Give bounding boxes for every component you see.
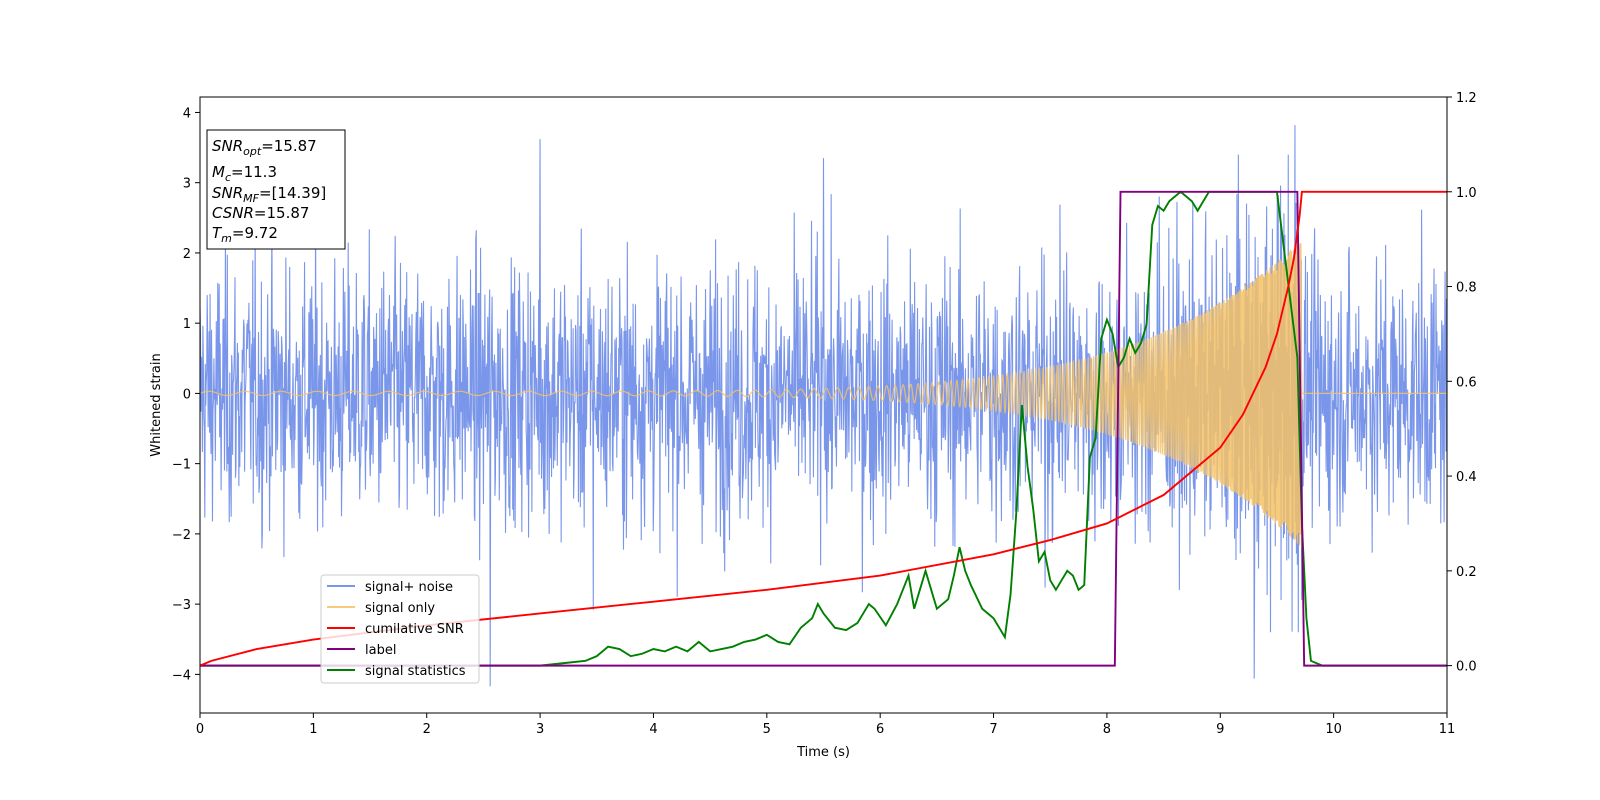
y-right-axis-ticks: 0.0 0.2 0.4 0.6 0.8 1.0 1.2	[1447, 91, 1477, 675]
legend-label: signal statistics	[365, 664, 466, 679]
info-snr-mf-value: =[14.39]	[259, 184, 326, 202]
legend-frame	[320, 574, 480, 684]
legend-label: signal+ noise	[365, 580, 453, 595]
info-snr-opt: SNRopt=15.87	[212, 137, 317, 158]
x-tick-label: 7	[989, 722, 997, 737]
series-line-label	[200, 190, 1447, 667]
y-right-tick-label: 1.0	[1456, 186, 1477, 201]
x-tick-label: 0	[196, 722, 204, 737]
y-right-tick-label: 0.0	[1456, 660, 1477, 675]
y-left-tick-label: 1	[183, 317, 191, 332]
y-left-tick-label: 4	[183, 106, 191, 121]
legend-label: label	[365, 643, 396, 658]
series-line-signal-only	[199, 243, 1447, 548]
x-axis-label: Time (s)	[796, 745, 850, 760]
x-tick-label: 8	[1103, 722, 1111, 737]
y-right-tick-label: 0.6	[1456, 375, 1477, 390]
x-tick-label: 1	[309, 722, 317, 737]
x-tick-label: 10	[1325, 722, 1342, 737]
axes-frame	[199, 96, 1448, 714]
series-signal-only	[199, 243, 1447, 548]
info-box-frame	[206, 129, 346, 250]
info-tm-value: =9.72	[232, 224, 278, 242]
info-csnr: CSNR=15.87	[212, 204, 309, 222]
legend-label: cumilative SNR	[365, 622, 464, 637]
y-left-tick-label: 2	[183, 247, 191, 262]
y-right-tick-label: 1.2	[1456, 91, 1477, 106]
y-left-tick-label: −1	[172, 458, 191, 473]
y-left-tick-label: −2	[172, 528, 191, 543]
series-line-signal-statistics	[200, 190, 1447, 667]
legend-label: signal only	[365, 601, 435, 616]
info-csnr-value: =15.87	[254, 204, 310, 222]
y-left-tick-label: 0	[183, 387, 191, 402]
info-mc: Mc=11.3	[212, 163, 277, 184]
x-tick-label: 6	[876, 722, 884, 737]
y-axis-label: Whitened strain	[149, 353, 164, 456]
x-tick-label: 11	[1439, 722, 1456, 737]
y-left-tick-label: −4	[172, 668, 191, 683]
info-box: SNRopt=15.87 Mc=11.3 SNRMF=[14.39] CSNR=…	[206, 129, 346, 250]
info-tm: Tm=9.72	[212, 224, 278, 245]
info-snr-opt-value: =15.87	[261, 137, 317, 155]
x-tick-label: 2	[423, 722, 431, 737]
y-left-axis-ticks: −4 −3 −2 −1 0 1 2 3 4	[172, 106, 200, 683]
x-tick-label: 4	[649, 722, 657, 737]
x-tick-label: 3	[536, 722, 544, 737]
y-right-tick-label: 0.4	[1456, 470, 1477, 485]
y-right-tick-label: 0.8	[1456, 281, 1477, 296]
y-left-tick-label: −3	[172, 598, 191, 613]
x-axis-ticks: 0 1 2 3 4 5 6 7 8 9 10 11	[196, 713, 1455, 737]
x-tick-label: 5	[763, 722, 771, 737]
y-right-tick-label: 0.2	[1456, 565, 1477, 580]
info-snr-mf: SNRMF=[14.39]	[212, 184, 326, 205]
legend: signal+ noise signal only cumilative SNR la…	[320, 574, 480, 684]
info-mc-value: =11.3	[231, 163, 277, 181]
y-left-tick-label: 3	[183, 177, 191, 192]
x-tick-label: 9	[1216, 722, 1224, 737]
